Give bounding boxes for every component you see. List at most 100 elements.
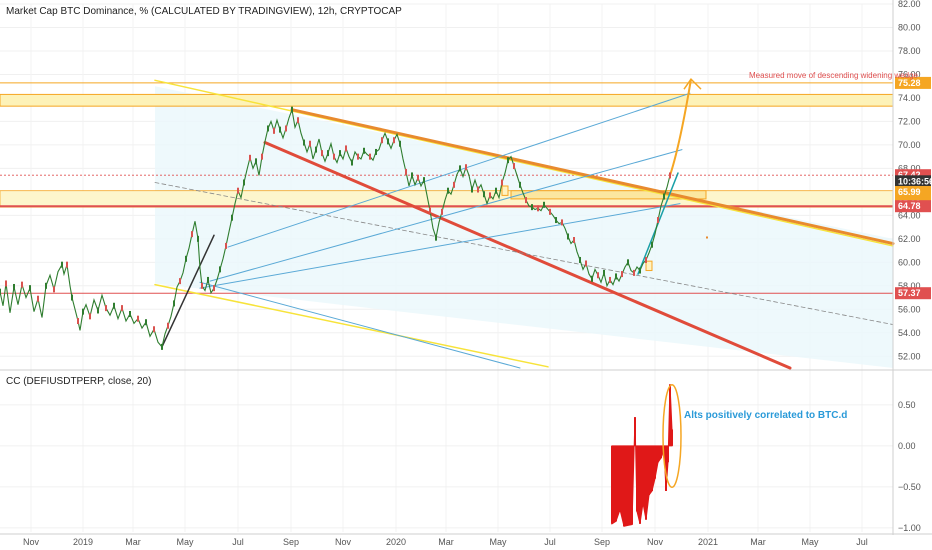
- candle: [309, 140, 311, 147]
- price-tag-label: 75.28: [898, 78, 921, 88]
- candle: [161, 343, 163, 350]
- candle: [519, 181, 521, 188]
- candle: [61, 261, 63, 268]
- candle: [219, 266, 221, 273]
- candle: [279, 126, 281, 133]
- candle: [197, 235, 199, 242]
- candle: [411, 172, 413, 179]
- candle: [173, 300, 175, 307]
- ind-y-tick-label: 0.00: [898, 441, 916, 451]
- highlight-ellipse: [662, 383, 682, 489]
- candle: [621, 271, 623, 278]
- candle: [555, 217, 557, 224]
- rise-line-2: [637, 172, 679, 275]
- candle: [5, 280, 7, 287]
- ind-y-tick-label: −0.50: [898, 482, 921, 492]
- price-tag: 65.99: [895, 185, 931, 198]
- dashed-midline: [154, 182, 894, 325]
- candle: [129, 310, 131, 317]
- candle: [651, 241, 653, 248]
- price-tag: 10:36:56: [895, 175, 932, 188]
- candle: [167, 322, 169, 329]
- x-tick-label: Mar: [750, 537, 766, 547]
- candle: [185, 255, 187, 262]
- candle: [333, 153, 335, 160]
- marker-box-2: [645, 260, 653, 272]
- measured-move-arrowhead: [683, 77, 702, 90]
- price-tag-bg: [895, 175, 931, 188]
- candle: [339, 150, 341, 157]
- candle: [113, 302, 115, 309]
- candle: [591, 275, 593, 282]
- candle: [387, 138, 389, 145]
- indicator-title: CC (DEFIUSDTPERP, close, 20): [6, 376, 151, 387]
- candle: [423, 177, 425, 184]
- y-tick-label: 82.00: [898, 0, 921, 9]
- candle: [585, 260, 587, 267]
- candle: [447, 187, 449, 194]
- candle: [237, 187, 239, 194]
- candle: [525, 197, 527, 204]
- x-tick-label: 2020: [386, 537, 406, 547]
- candle: [82, 308, 84, 315]
- x-tick-label: Sep: [594, 537, 610, 547]
- candle: [573, 237, 575, 244]
- marker-box-1: [501, 185, 509, 196]
- candle: [627, 259, 629, 266]
- highlight-box: [510, 190, 707, 200]
- orange-wedge-top: [290, 108, 895, 246]
- price-tag: 64.78: [895, 200, 931, 213]
- candle: [633, 269, 635, 276]
- price-tag-bg: [895, 76, 931, 89]
- rise-line-1: [161, 234, 215, 348]
- candle: [603, 269, 605, 276]
- candle: [303, 139, 305, 146]
- candle: [255, 158, 257, 165]
- candle: [441, 208, 443, 215]
- candle: [417, 174, 419, 181]
- candle: [669, 172, 671, 179]
- candle: [191, 231, 193, 238]
- candle: [645, 256, 647, 263]
- candle: [657, 217, 659, 224]
- candle: [201, 282, 203, 289]
- blue-channel-mid: [209, 149, 683, 282]
- candle: [429, 207, 431, 214]
- candle: [465, 164, 467, 171]
- y-tick-label: 56.00: [898, 304, 921, 314]
- candle: [351, 159, 353, 166]
- price-tag-bg: [895, 287, 931, 300]
- candle: [597, 272, 599, 279]
- x-tick-label: Sep: [283, 537, 299, 547]
- measured-move-arrow: [669, 78, 692, 176]
- candle: [501, 179, 503, 186]
- small-dot: [706, 236, 708, 239]
- candle: [291, 106, 293, 113]
- candle: [489, 192, 491, 199]
- candle: [609, 276, 611, 283]
- candle: [213, 285, 215, 292]
- support-zone: [0, 190, 894, 208]
- y-tick-label: 74.00: [898, 93, 921, 103]
- candle: [37, 295, 39, 302]
- candle: [29, 285, 31, 292]
- candle: [89, 313, 91, 320]
- candle: [567, 233, 569, 240]
- price-tag-label: 10:36:56: [898, 176, 932, 186]
- candle: [531, 204, 533, 211]
- yellow-upper-line: [154, 79, 894, 247]
- y-tick-label: 70.00: [898, 140, 921, 150]
- candle: [537, 205, 539, 212]
- red-wedge-bottom: [263, 141, 792, 370]
- candle: [357, 153, 359, 160]
- y-tick-label: 68.00: [898, 163, 921, 173]
- x-tick-label: Mar: [438, 537, 454, 547]
- candle: [153, 326, 155, 333]
- yellow-lower-line: [154, 283, 549, 368]
- candle: [561, 219, 563, 226]
- candle: [207, 276, 209, 283]
- candle: [137, 315, 139, 322]
